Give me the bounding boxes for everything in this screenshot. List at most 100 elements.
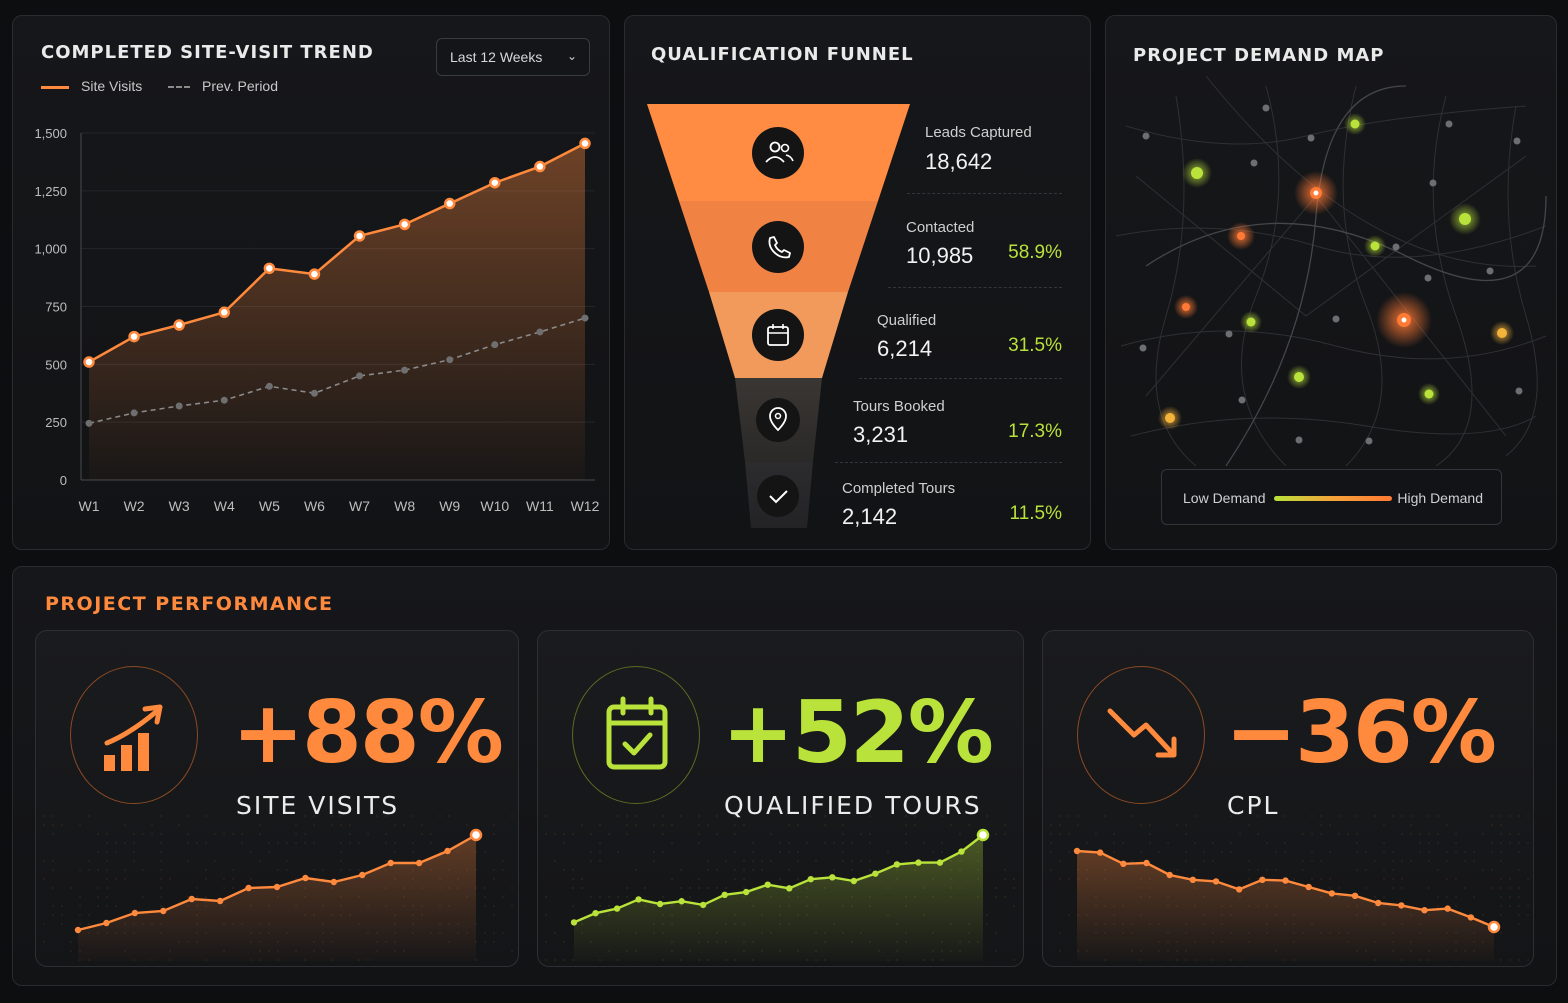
texture-dot — [61, 923, 63, 925]
texture-dot — [115, 905, 117, 907]
texture-dot — [1266, 842, 1268, 844]
texture-dot — [286, 842, 288, 844]
x-tick-label: W11 — [526, 498, 554, 514]
texture-dot — [779, 842, 781, 844]
texture-dot — [986, 914, 988, 916]
texture-dot — [205, 842, 207, 844]
texture-dot — [1410, 815, 1412, 817]
texture-dot — [1455, 905, 1457, 907]
prev-period-point — [176, 402, 183, 409]
funnel-stage-conversion: 11.5% — [1010, 503, 1062, 525]
funnel-separator — [907, 193, 1062, 194]
texture-dot — [1428, 860, 1430, 862]
texture-dot — [1383, 878, 1385, 880]
prev-period-point — [221, 397, 228, 404]
texture-dot — [698, 824, 700, 826]
texture-dot — [572, 833, 574, 835]
texture-dot — [788, 851, 790, 853]
texture-dot — [88, 860, 90, 862]
demand-hotspot[interactable] — [1371, 242, 1380, 251]
texture-dot — [484, 887, 486, 889]
x-tick-label: W2 — [124, 498, 145, 514]
demand-hotspot[interactable] — [1459, 213, 1471, 225]
legend-low-label: Low Demand — [1183, 490, 1266, 506]
texture-dot — [151, 833, 153, 835]
texture-dot — [1149, 833, 1151, 835]
map-node — [1140, 345, 1147, 352]
texture-dot — [1527, 959, 1529, 961]
cpl-card[interactable]: −36% CPL — [1042, 630, 1534, 967]
texture-dot — [1194, 842, 1196, 844]
map-node — [1430, 180, 1437, 187]
texture-dot — [1176, 824, 1178, 826]
sparkline-point — [1166, 872, 1172, 878]
texture-dot — [545, 896, 547, 898]
funnel-stage-conversion: 31.5% — [1008, 335, 1062, 357]
demand-hotspot[interactable] — [1425, 390, 1434, 399]
site-visits-change: +88% — [232, 683, 502, 783]
sparkline-point — [808, 876, 814, 882]
demand-hotspot[interactable] — [1182, 303, 1190, 311]
sparkline-point — [1143, 860, 1149, 866]
map-node — [1516, 388, 1523, 395]
texture-dot — [1383, 851, 1385, 853]
texture-dot — [187, 842, 189, 844]
texture-dot — [259, 860, 261, 862]
texture-dot — [385, 860, 387, 862]
texture-dot — [716, 869, 718, 871]
texture-dot — [1311, 851, 1313, 853]
sparkline-point — [700, 902, 706, 908]
texture-dot — [385, 842, 387, 844]
texture-dot — [707, 860, 709, 862]
prev-period-point — [582, 315, 589, 322]
texture-dot — [1437, 815, 1439, 817]
texture-dot — [1185, 851, 1187, 853]
texture-dot — [493, 941, 495, 943]
demand-hotspot[interactable] — [1247, 318, 1256, 327]
texture-dot — [160, 878, 162, 880]
texture-dot — [869, 842, 871, 844]
texture-dot — [1320, 824, 1322, 826]
texture-dot — [88, 914, 90, 916]
texture-dot — [1446, 860, 1448, 862]
demand-hotspot[interactable] — [1497, 328, 1507, 338]
qualified-tours-card[interactable]: +52% QUALIFIED TOURS — [537, 630, 1024, 967]
texture-dot — [1068, 815, 1070, 817]
texture-dot — [61, 824, 63, 826]
texture-dot — [734, 824, 736, 826]
demand-hotspot[interactable] — [1165, 413, 1175, 423]
texture-dot — [43, 815, 45, 817]
texture-dot — [1077, 824, 1079, 826]
texture-dot — [1004, 878, 1006, 880]
texture-dot — [689, 887, 691, 889]
texture-dot — [79, 896, 81, 898]
texture-dot — [995, 833, 997, 835]
texture-dot — [124, 842, 126, 844]
texture-dot — [1113, 851, 1115, 853]
site-visits-card[interactable]: +88% SITE VISITS — [35, 630, 519, 967]
demand-hotspot[interactable] — [1294, 372, 1304, 382]
texture-dot — [106, 842, 108, 844]
demand-hotspot[interactable] — [1351, 120, 1360, 129]
texture-dot — [1500, 851, 1502, 853]
demand-hotspot[interactable] — [1191, 167, 1203, 179]
texture-dot — [1194, 869, 1196, 871]
texture-dot — [187, 860, 189, 862]
demand-hotspot[interactable] — [1237, 232, 1245, 240]
texture-dot — [1437, 842, 1439, 844]
texture-dot — [842, 842, 844, 844]
texture-dot — [133, 851, 135, 853]
texture-dot — [617, 851, 619, 853]
texture-dot — [1401, 833, 1403, 835]
texture-dot — [106, 869, 108, 871]
texture-dot — [1050, 842, 1052, 844]
growth-chart-icon — [70, 666, 198, 804]
texture-dot — [313, 842, 315, 844]
texture-dot — [1248, 869, 1250, 871]
texture-dot — [1320, 815, 1322, 817]
texture-dot — [1059, 950, 1061, 952]
texture-dot — [851, 842, 853, 844]
texture-dot — [644, 887, 646, 889]
texture-dot — [1068, 914, 1070, 916]
texture-dot — [1248, 860, 1250, 862]
